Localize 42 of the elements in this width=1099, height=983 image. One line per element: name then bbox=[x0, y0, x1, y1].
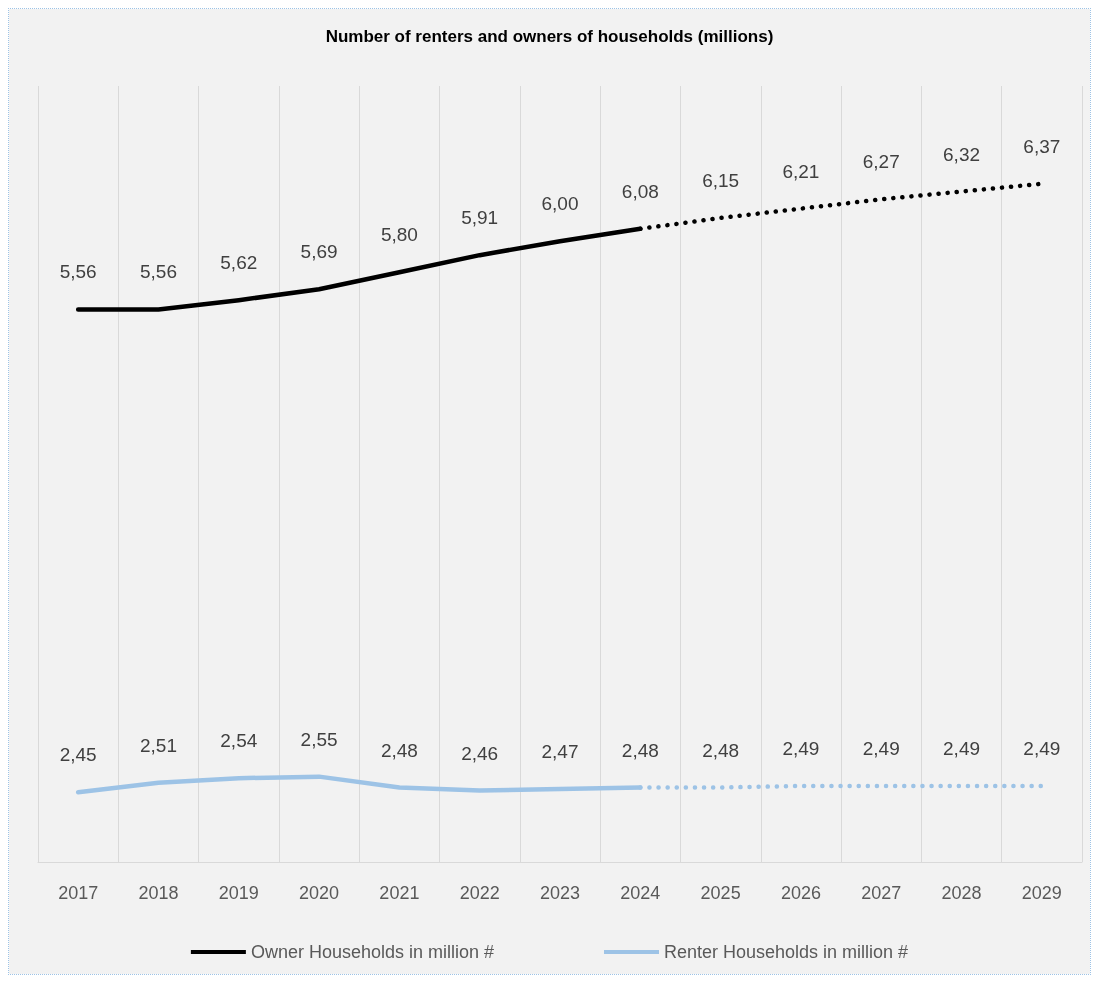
data-label: 6,00 bbox=[541, 193, 579, 215]
data-label: 6,32 bbox=[943, 143, 981, 165]
data-label: 6,08 bbox=[621, 180, 659, 202]
x-tick-label: 2028 bbox=[941, 883, 982, 903]
data-label: 2,48 bbox=[702, 739, 740, 761]
x-tick-label: 2023 bbox=[539, 883, 581, 903]
data-label: 2,46 bbox=[461, 742, 499, 764]
data-label: 5,91 bbox=[461, 207, 499, 229]
x-tick-label: 2020 bbox=[299, 883, 340, 903]
data-label: 2,47 bbox=[541, 741, 579, 763]
data-label: 5,56 bbox=[59, 261, 97, 283]
x-tick-label: 2025 bbox=[700, 883, 741, 903]
data-label: 6,37 bbox=[1023, 135, 1061, 157]
x-tick-label: 2026 bbox=[780, 883, 821, 903]
x-tick-label: 2024 bbox=[620, 883, 661, 903]
data-label: 5,80 bbox=[380, 224, 418, 246]
legend-label: Renter Households in million # bbox=[663, 942, 909, 962]
data-label: 2,45 bbox=[59, 744, 97, 766]
data-label: 6,21 bbox=[782, 160, 820, 182]
data-label: 2,49 bbox=[782, 737, 820, 759]
x-tick-label: 2027 bbox=[861, 883, 902, 903]
data-label: 6,15 bbox=[702, 169, 740, 191]
chart-title: Number of renters and owners of households (millions) bbox=[325, 27, 774, 46]
data-label: 2,49 bbox=[943, 737, 981, 759]
data-label: 2,48 bbox=[621, 739, 659, 761]
data-label: 2,51 bbox=[139, 734, 177, 756]
x-tick-label: 2018 bbox=[138, 883, 179, 903]
x-tick-label: 2022 bbox=[459, 883, 500, 903]
data-label: 2,48 bbox=[380, 739, 418, 761]
data-label: 5,69 bbox=[300, 241, 338, 263]
x-tick-label: 2029 bbox=[1021, 883, 1062, 903]
legend-label: Owner Households in million # bbox=[250, 942, 495, 962]
data-label: 5,62 bbox=[220, 252, 258, 274]
data-label: 5,56 bbox=[139, 261, 177, 283]
data-label: 2,54 bbox=[220, 730, 258, 752]
x-tick-label: 2021 bbox=[379, 883, 420, 903]
data-label: 2,49 bbox=[1023, 737, 1061, 759]
data-label: 2,49 bbox=[862, 737, 900, 759]
data-label: 6,27 bbox=[862, 151, 900, 173]
x-tick-label: 2017 bbox=[58, 883, 99, 903]
data-label: 2,55 bbox=[300, 728, 338, 750]
x-tick-label: 2019 bbox=[218, 883, 259, 903]
